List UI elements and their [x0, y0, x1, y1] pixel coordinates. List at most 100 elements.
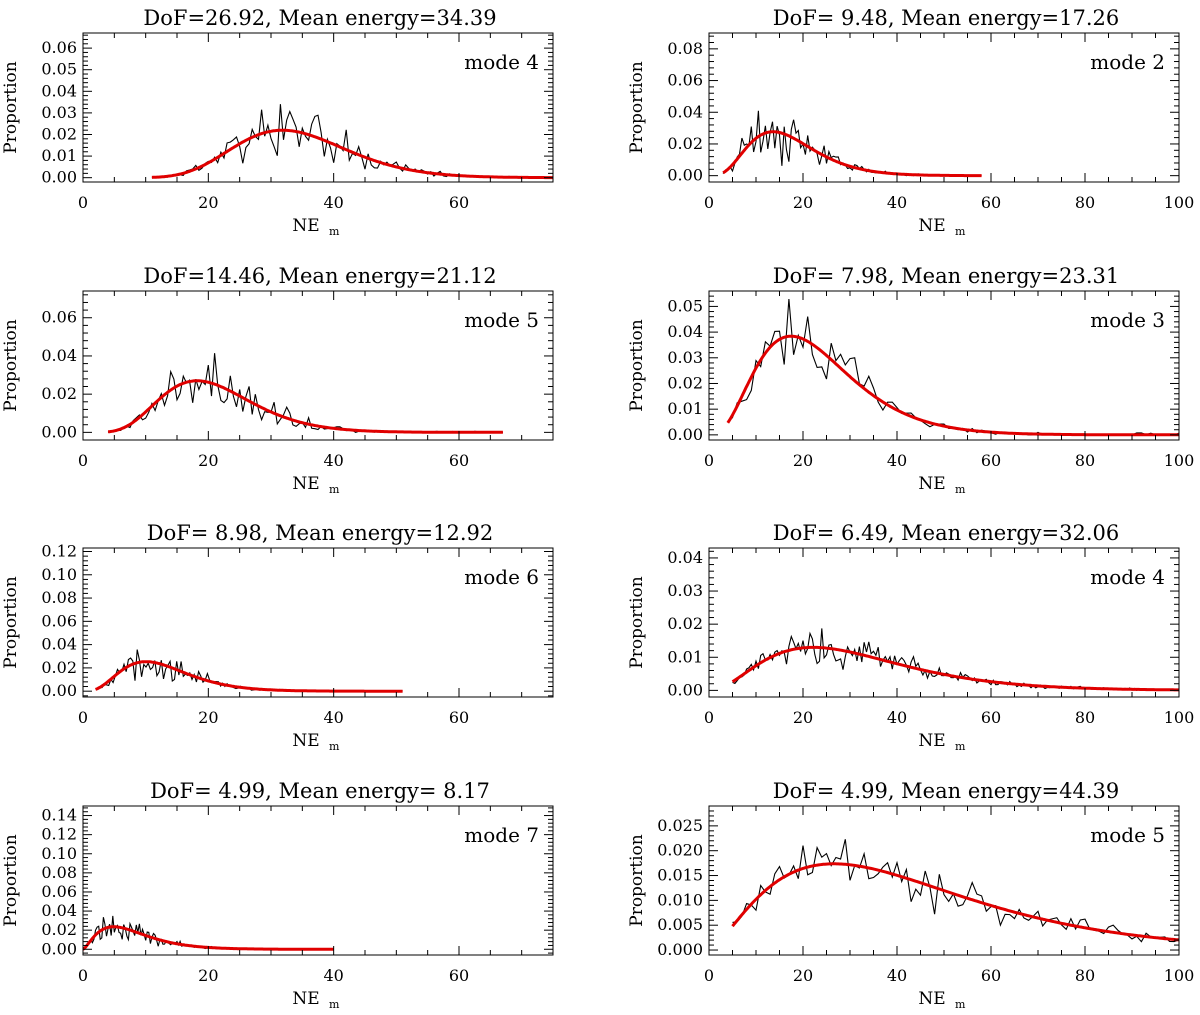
x-tick-label: 40	[323, 451, 343, 470]
fit-curve	[107, 379, 503, 434]
x-axis-label-subscript: m	[955, 483, 966, 496]
fit-curve	[83, 925, 334, 951]
y-axis-label: Proportion	[1, 576, 21, 669]
plot-frame	[82, 32, 554, 183]
y-tick-label: 0.06	[41, 38, 77, 57]
y-axis-label: Proportion	[627, 834, 647, 927]
x-tick-label: 40	[323, 193, 343, 212]
x-tick-label: 80	[1075, 451, 1095, 470]
x-tick-label: 80	[1075, 708, 1095, 727]
x-tick-label: 60	[981, 708, 1001, 727]
chart-panel-5: DoF= 8.98, Mean energy=12.92 0 20 40 60 0.00 0…	[1, 521, 554, 753]
x-axis-label-subscript: m	[329, 740, 340, 753]
y-tick-label: 0.01	[41, 146, 77, 165]
x-tick-label: 100	[1164, 708, 1195, 727]
x-tick-label: 0	[704, 193, 714, 212]
x-tick-label: 20	[793, 966, 813, 985]
plot-frame	[82, 290, 554, 441]
x-axis-label: NE	[292, 216, 319, 236]
y-tick-label: 0.01	[667, 399, 703, 418]
chart-title: DoF=26.92, Mean energy=34.39	[143, 6, 496, 30]
y-axis-label: Proportion	[627, 61, 647, 154]
y-tick-label: 0.00	[41, 168, 77, 187]
chart-panel-7: DoF= 4.99, Mean energy= 8.170 20 40 600.000…	[1, 779, 554, 1011]
x-tick-label: 20	[198, 193, 218, 212]
fit-curve	[722, 130, 982, 178]
mode-label: mode 3	[1090, 308, 1165, 332]
histogram-line	[151, 104, 553, 179]
x-tick-label: 60	[981, 451, 1001, 470]
y-tick-label: 0.06	[41, 882, 77, 901]
x-tick-label: 20	[793, 708, 813, 727]
fit-curve	[94, 660, 403, 693]
x-tick-label: 80	[1075, 966, 1095, 985]
x-tick-label: 40	[887, 451, 907, 470]
mode-label: mode 4	[464, 50, 539, 74]
x-axis-label: NE	[292, 731, 319, 751]
y-tick-label: 0.04	[667, 548, 703, 567]
y-tick-label: 0.04	[41, 901, 77, 920]
fit-curve	[731, 862, 1179, 942]
x-axis-label-subscript: m	[955, 225, 966, 238]
y-tick-label: 0.03	[667, 581, 703, 600]
mode-label: mode 5	[464, 308, 539, 332]
x-tick-label: 0	[78, 193, 88, 212]
x-tick-label: 0	[704, 451, 714, 470]
y-tick-label: 0.02	[41, 920, 77, 939]
y-tick-label: 0.000	[657, 940, 703, 959]
chart-panel-3: DoF=14.46, Mean energy=21.12 0 20 40 60 0.00 0…	[1, 264, 554, 496]
x-axis-label-subscript: m	[955, 998, 966, 1011]
chart-title: DoF= 4.99, Mean energy=44.39	[773, 779, 1120, 803]
x-tick-label: 20	[793, 451, 813, 470]
mode-label: mode 7	[464, 823, 539, 847]
chart-panel-8: DoF= 4.99, Mean energy=44.39 0 20 40 60 80 100…	[627, 779, 1194, 1011]
y-tick-label: 0.00	[41, 939, 77, 958]
y-axis-label: Proportion	[1, 61, 21, 154]
x-axis-label-subscript: m	[329, 998, 340, 1011]
x-tick-label: 40	[323, 966, 343, 985]
x-tick-label: 0	[704, 708, 714, 727]
x-tick-label: 20	[198, 451, 218, 470]
x-tick-label: 0	[78, 451, 88, 470]
x-tick-label: 80	[1075, 193, 1095, 212]
y-tick-label: 0.04	[41, 346, 77, 365]
mode-label: mode 2	[1090, 50, 1165, 74]
y-tick-label: 0.06	[41, 308, 77, 327]
chart-title: DoF= 6.49, Mean energy=32.06	[773, 521, 1120, 545]
y-axis-label: Proportion	[1, 834, 21, 927]
x-axis-label-subscript: m	[955, 740, 966, 753]
y-tick-label: 0.14	[41, 806, 77, 825]
x-tick-label: 0	[78, 708, 88, 727]
y-tick-label: 0.015	[657, 866, 703, 885]
x-tick-label: 20	[793, 193, 813, 212]
y-tick-label: 0.12	[41, 825, 77, 844]
y-axis-label: Proportion	[627, 576, 647, 669]
x-tick-label: 60	[449, 451, 469, 470]
y-tick-label: 0.06	[41, 611, 77, 630]
y-tick-label: 0.08	[41, 588, 77, 607]
x-axis-label-subscript: m	[329, 483, 340, 496]
x-tick-label: 100	[1164, 451, 1195, 470]
y-tick-label: 0.04	[41, 635, 77, 654]
chart-panel-4: DoF= 7.98, Mean energy=23.31 0 20 40 60 80 100…	[627, 264, 1194, 496]
fit-curve	[731, 645, 1179, 692]
y-tick-label: 0.02	[667, 614, 703, 633]
y-tick-label: 0.020	[657, 841, 703, 860]
y-tick-label: 0.06	[667, 71, 703, 90]
x-tick-label: 40	[323, 708, 343, 727]
fit-curve	[726, 334, 1179, 437]
mode-label: mode 5	[1090, 823, 1165, 847]
y-tick-label: 0.00	[41, 681, 77, 700]
x-tick-label: 60	[981, 966, 1001, 985]
x-tick-label: 60	[449, 708, 469, 727]
y-tick-label: 0.02	[667, 373, 703, 392]
histogram-line	[732, 839, 1179, 943]
chart-title: DoF= 7.98, Mean energy=23.31	[773, 264, 1120, 288]
mode-label: mode 6	[464, 565, 539, 589]
chart-title: DoF= 4.99, Mean energy= 8.17	[150, 779, 490, 803]
x-tick-label: 100	[1164, 966, 1195, 985]
y-tick-label: 0.02	[41, 384, 77, 403]
y-tick-label: 0.03	[41, 103, 77, 122]
x-axis-label: NE	[918, 216, 945, 236]
